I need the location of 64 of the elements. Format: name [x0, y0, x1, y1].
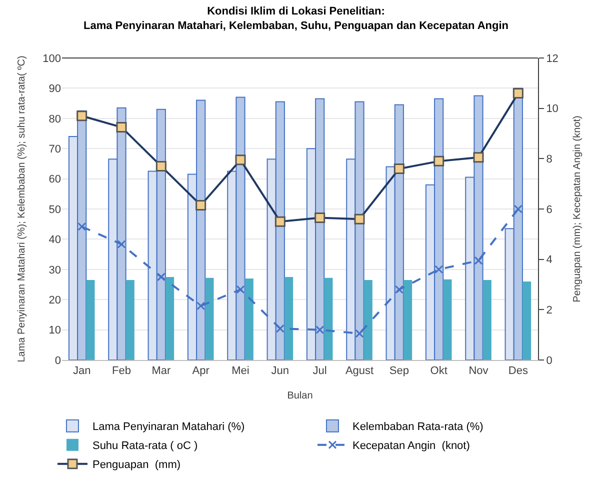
point [355, 329, 364, 338]
point [156, 272, 166, 282]
y2-tick-label: 0 [546, 354, 552, 367]
y-tick-label: 60 [48, 174, 61, 186]
y-tick-label: 10 [48, 324, 61, 337]
x-tick-label: Sep [389, 365, 409, 378]
y2-tick-label: 8 [546, 154, 552, 166]
x-tick-label: Apr [192, 365, 210, 378]
bar [86, 280, 95, 360]
x-axis-title: Bulan [287, 390, 313, 402]
x-tick-label: Agust [345, 365, 374, 378]
bar [126, 280, 134, 360]
point [316, 326, 324, 334]
x-tick-label: Jun [271, 365, 290, 378]
x-tick-label: Des [508, 365, 528, 378]
y-tick-label: 70 [48, 143, 61, 156]
y-tick-label: 0 [54, 354, 61, 367]
x-tick-label: Okt [430, 365, 448, 378]
point [78, 222, 86, 231]
point [474, 256, 483, 265]
point [394, 285, 404, 294]
x-tick-label: Feb [112, 365, 131, 378]
bar [165, 276, 174, 360]
y-tick-label: 50 [48, 204, 61, 216]
bar [403, 280, 412, 360]
y-tick-label: 80 [48, 113, 61, 126]
bar [284, 276, 294, 360]
point [236, 285, 245, 294]
bar [324, 278, 333, 360]
legend-label: Penguapan (mm) [92, 459, 181, 472]
y-tick-label: 90 [48, 83, 61, 96]
y-tick-label: 40 [48, 234, 61, 246]
legend-label: Kelembaban Rata-rata (%) [352, 421, 484, 434]
point [196, 302, 206, 310]
x-tick-label: Mei [232, 365, 250, 378]
point [514, 204, 522, 214]
x-tick-label: Mar [152, 365, 171, 378]
y2-tick-label: 2 [546, 304, 552, 317]
point [434, 265, 444, 274]
point [276, 324, 284, 333]
bar [244, 278, 254, 360]
chart-title: Kondisi Iklim di Lokasi Penelitian: [207, 6, 385, 18]
y-tick-label: 20 [48, 294, 61, 306]
legend-label: Suhu Rata-rata ( oC ) [92, 440, 198, 452]
x-tick-label: Jul [312, 365, 327, 378]
bar [364, 280, 372, 360]
y2-tick-label: 4 [546, 254, 552, 266]
y2-tick-label: 6 [546, 204, 552, 216]
bar [443, 279, 452, 360]
y-axis-title: Lama Penyinaran Matahari (%); Kelembaban (%); suhu rata-rata( ºC) [16, 56, 28, 362]
y2-tick-label: 12 [546, 52, 558, 65]
y-tick-label: 100 [42, 52, 61, 65]
point [117, 240, 126, 248]
chart-subtitle: Lama Penyinaran Matahari, Kelembaban, Suhu, Penguapan dan Kecepatan Angin [83, 20, 509, 32]
legend-label: Kecepatan Angin (knot) [352, 440, 470, 452]
bar [205, 278, 214, 360]
y2-tick-label: 10 [546, 103, 558, 116]
y-tick-label: 30 [48, 264, 61, 276]
y2-axis-title: Penguapan (mm); Kecepatan Angin (knot) [572, 116, 583, 302]
bar [482, 280, 492, 360]
bar [522, 281, 532, 360]
legend-label: Lama Penyinaran Matahari (%) [92, 421, 245, 434]
x-tick-label: Nov [468, 365, 489, 378]
x-tick-label: Jan [72, 365, 91, 378]
